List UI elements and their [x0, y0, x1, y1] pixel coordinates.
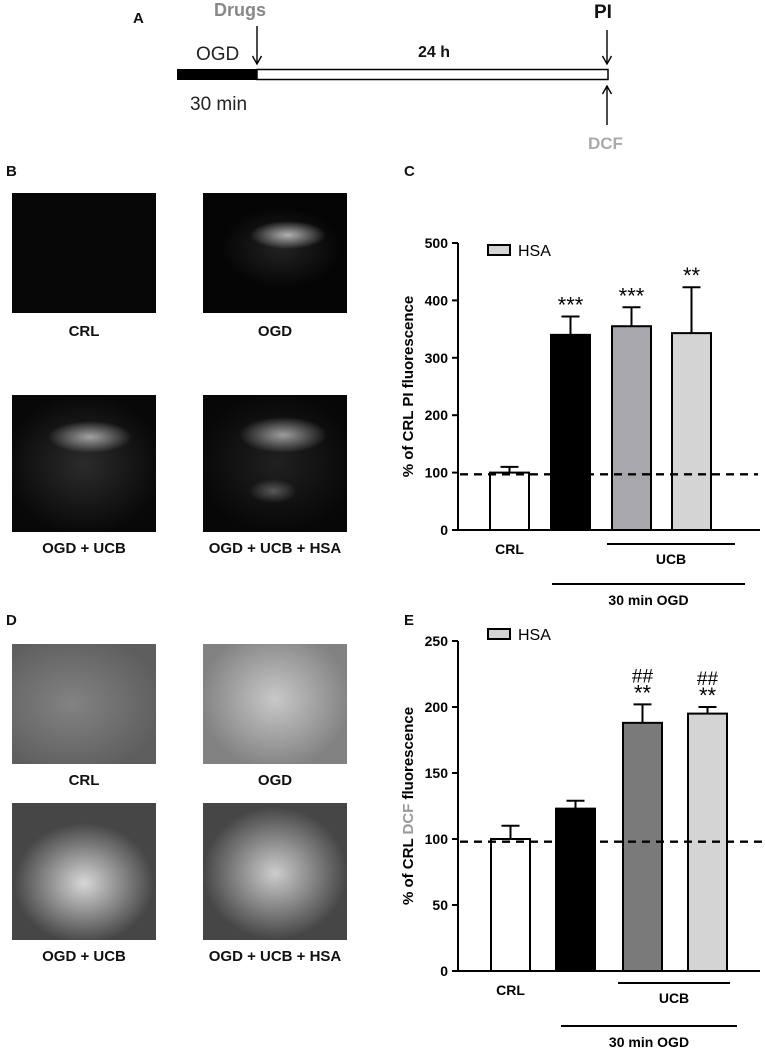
caption-d-crl: CRL [68, 772, 100, 789]
caption-b-ogd: OGD [257, 323, 293, 340]
y-tick-label-c: 100 [425, 465, 449, 481]
time-30-label: 30 min [190, 94, 248, 115]
micrograph-b-ogd-ucb [12, 395, 156, 532]
pi-label: PI [594, 2, 612, 23]
micrograph-b-crl [12, 193, 156, 313]
dcf-label: DCF [588, 134, 623, 153]
caption-d-ogd-ucb-hsa: OGD + UCB + HSA [208, 948, 342, 965]
group-label-crl-e: CRL [496, 982, 525, 998]
y-tick-label-c: 200 [425, 407, 449, 423]
panel-label-c: C [404, 163, 415, 180]
micrograph-b-ogd [203, 193, 347, 313]
group-label-ucb-e: UCB [659, 990, 689, 1006]
y-tick-label-e: 100 [425, 831, 449, 847]
drugs-label: Drugs [214, 0, 267, 20]
y-tick-label-c: 500 [425, 235, 449, 251]
bar-c-2 [611, 325, 652, 532]
micrograph-d-crl [12, 644, 156, 764]
bar-e-0 [490, 838, 531, 972]
group-label-ucb-c: UCB [656, 551, 686, 567]
y-tick-label-c: 300 [425, 350, 449, 366]
timeline-diagram [177, 26, 613, 125]
dcf-arrow [601, 84, 613, 125]
caption-d-ogd-ucb: OGD + UCB [42, 948, 126, 965]
panel-label-b: B [6, 163, 17, 180]
significance2-e-2: ## [632, 666, 654, 687]
panel-label-a: A [133, 10, 144, 27]
y-tick-label-e: 0 [440, 963, 448, 979]
micrograph-d-ogd-ucb [12, 803, 156, 940]
caption-d-ogd: OGD [257, 772, 293, 789]
legend-label-c: HSA [518, 243, 551, 260]
y-axis-label-c: % of CRL PI fluorescence [400, 296, 417, 477]
y-axis-label-e: % of CRL DCF fluorescence [400, 707, 417, 905]
group-label-ogd-e: 30 min OGD [609, 1034, 689, 1050]
y-tick-label-e: 200 [425, 699, 449, 715]
significance-e-3: ** [699, 683, 717, 708]
significance2-e-3: ## [697, 669, 719, 690]
bar-c-3 [671, 332, 712, 532]
y-tick-label-e: 150 [425, 765, 449, 781]
panel-label-e: E [404, 612, 415, 629]
legend-label-e: HSA [518, 627, 551, 644]
significance-c-3: ** [683, 263, 701, 288]
micrograph-b-ogd-ucb-hsa [203, 395, 347, 532]
caption-b-ogd-ucb: OGD + UCB [42, 540, 126, 557]
group-label-crl-c: CRL [495, 541, 524, 557]
legend-swatch-c [487, 244, 511, 256]
recovery-period-bar [256, 68, 609, 81]
bar-e-1 [555, 807, 596, 973]
drugs-arrow [251, 26, 263, 66]
y-tick-label-e: 50 [432, 897, 448, 913]
y-tick-label-e: 250 [425, 633, 449, 649]
micrograph-d-ogd [203, 644, 347, 764]
significance-c-2: *** [619, 283, 645, 308]
caption-b-ogd-ucb-hsa: OGD + UCB + HSA [208, 540, 342, 557]
significance-e-2: ** [634, 680, 652, 705]
micrograph-d-ogd-ucb-hsa [203, 803, 347, 940]
caption-b-crl: CRL [68, 323, 100, 340]
duration-label: 24 h [418, 44, 451, 61]
bar-e-2 [622, 721, 663, 973]
y-tick-label-c: 400 [425, 292, 449, 308]
y-tick-label-c: 0 [440, 522, 448, 538]
group-label-ogd-c: 30 min OGD [608, 592, 688, 608]
pi-arrow [601, 30, 613, 66]
ogd-label: OGD [196, 44, 240, 65]
panel-label-d: D [6, 612, 17, 629]
significance-c-1: *** [558, 292, 584, 317]
bar-e-3 [687, 712, 728, 972]
legend-swatch-e [487, 628, 511, 640]
ogd-period-bar [177, 69, 257, 80]
